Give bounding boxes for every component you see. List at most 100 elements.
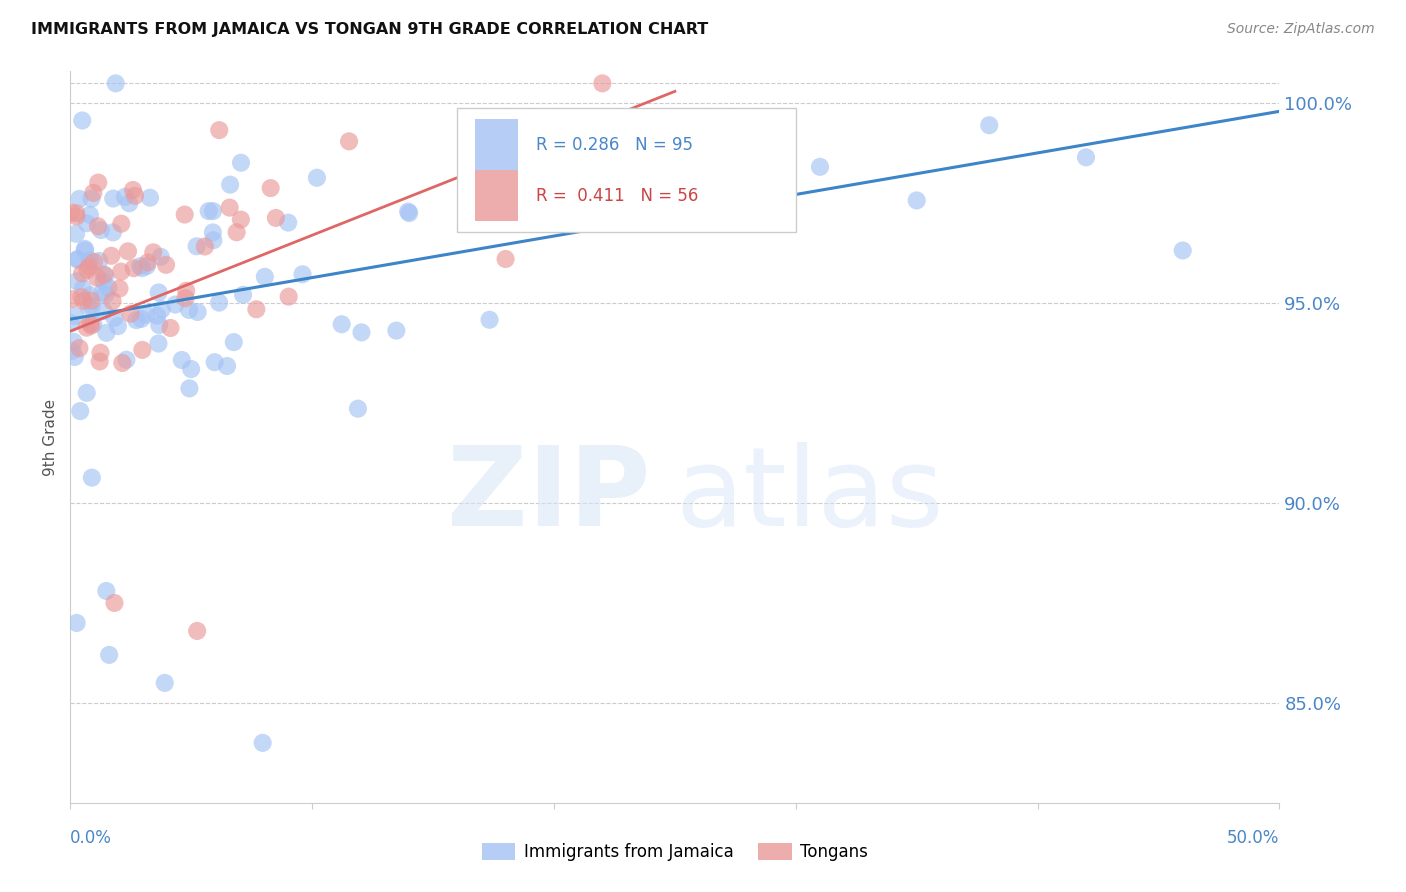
Point (148, 318, 170, 332)
Point (495, 252, 517, 266)
Point (103, 596, 125, 610)
Point (87, 219, 110, 234)
Point (79, 288, 101, 302)
Point (76, 263, 98, 277)
Point (396, 204, 419, 219)
Point (79, 253, 101, 268)
Point (225, 225, 247, 239)
Point (122, 183, 145, 197)
Text: atlas: atlas (675, 442, 943, 549)
FancyBboxPatch shape (457, 108, 796, 232)
Point (120, 307, 142, 321)
Point (139, 191, 162, 205)
Point (114, 190, 136, 204)
Point (186, 239, 208, 253)
Point (148, 285, 170, 300)
FancyBboxPatch shape (475, 170, 517, 221)
Point (347, 401, 370, 416)
Point (66, 252, 89, 266)
Point (187, 305, 209, 319)
Point (110, 264, 132, 278)
Point (111, 356, 134, 370)
Legend: Immigrants from Jamaica, Tongans: Immigrants from Jamaica, Tongans (475, 836, 875, 868)
Point (229, 212, 252, 227)
Point (1074, 150, 1097, 164)
Point (104, 76, 127, 90)
Point (305, 170, 328, 185)
Point (70, 113, 93, 128)
Point (96, 326, 118, 340)
Point (259, 181, 281, 195)
Point (96, 584, 118, 599)
Point (905, 194, 928, 208)
Point (89, 254, 111, 268)
Point (59, 317, 82, 331)
Point (110, 217, 132, 231)
Point (136, 255, 159, 269)
Point (97, 281, 120, 295)
Text: ZIP: ZIP (447, 442, 651, 549)
Point (82, 186, 104, 200)
FancyBboxPatch shape (475, 119, 517, 170)
Y-axis label: 9th Grade: 9th Grade (44, 399, 59, 475)
Point (201, 226, 224, 240)
Point (66, 615, 89, 630)
Point (131, 261, 153, 276)
Point (124, 189, 146, 203)
Text: R = 0.286   N = 95: R = 0.286 N = 95 (536, 136, 693, 153)
Point (979, 118, 1001, 132)
Point (122, 261, 145, 276)
Point (179, 381, 201, 395)
Point (150, 302, 173, 317)
Point (398, 206, 420, 220)
Point (76, 385, 98, 400)
Point (80, 299, 103, 313)
Point (135, 308, 157, 322)
Point (90, 223, 112, 237)
Point (478, 312, 501, 326)
Text: R =  0.411   N = 56: R = 0.411 N = 56 (536, 186, 699, 204)
Point (131, 312, 153, 326)
Point (80, 293, 103, 308)
Point (73, 244, 96, 258)
Point (63, 350, 86, 364)
Text: 50.0%: 50.0% (1227, 829, 1279, 847)
Point (155, 258, 177, 272)
Point (245, 302, 267, 317)
Point (76, 320, 98, 334)
Point (330, 318, 353, 332)
Point (100, 249, 122, 263)
Point (89, 354, 111, 368)
Point (146, 309, 169, 323)
Point (174, 284, 197, 298)
Point (202, 233, 225, 247)
Point (385, 324, 408, 338)
Point (94, 268, 117, 283)
Point (253, 269, 276, 284)
Point (180, 362, 202, 376)
Point (93, 274, 115, 288)
Point (543, 189, 565, 203)
Point (101, 225, 124, 239)
Point (208, 295, 231, 310)
Point (60, 292, 83, 306)
Point (98, 648, 121, 662)
Point (77, 260, 100, 274)
Point (148, 336, 170, 351)
Point (186, 624, 208, 638)
Point (93, 304, 115, 318)
Point (91, 285, 114, 300)
Point (165, 297, 187, 311)
Point (72, 281, 94, 295)
Point (79, 208, 101, 222)
Point (197, 204, 219, 219)
Point (103, 192, 125, 206)
Point (218, 201, 240, 215)
Point (101, 293, 124, 308)
Text: IMMIGRANTS FROM JAMAICA VS TONGAN 9TH GRADE CORRELATION CHART: IMMIGRANTS FROM JAMAICA VS TONGAN 9TH GR… (31, 22, 709, 37)
Point (86, 270, 108, 285)
Point (350, 326, 373, 340)
Point (80, 318, 103, 333)
Point (159, 321, 181, 335)
Point (1171, 244, 1194, 258)
